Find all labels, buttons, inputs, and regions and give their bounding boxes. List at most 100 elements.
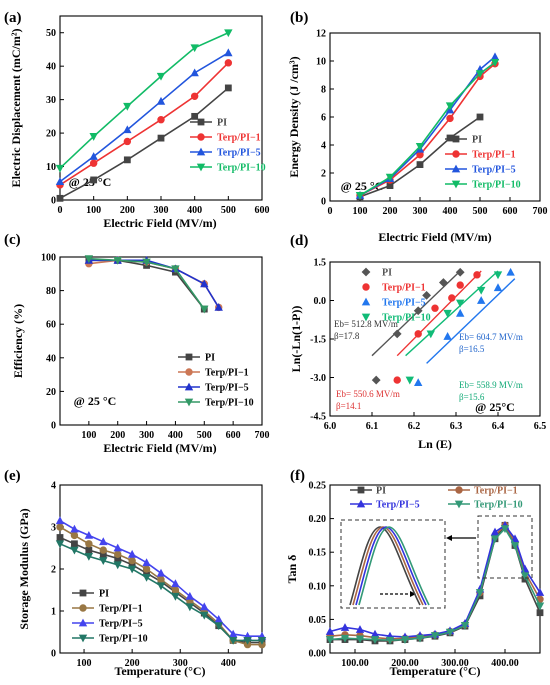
data-point: [214, 303, 223, 311]
data-point: [370, 629, 380, 638]
legend-entry: PI: [205, 353, 215, 364]
data-point: [127, 565, 137, 574]
legend-marker: [452, 135, 460, 143]
data-point: [224, 48, 233, 57]
legend-marker: [196, 163, 206, 172]
data-point: [477, 296, 486, 304]
data-point: [445, 102, 455, 111]
data-point: [114, 550, 122, 558]
y-tick-label: 20: [46, 129, 56, 140]
data-point: [416, 151, 424, 159]
data-point: [113, 561, 122, 570]
data-point: [325, 636, 335, 644]
x-tick-label: 600: [503, 206, 518, 217]
legend-entry: Terp/PI−1: [217, 133, 261, 144]
temperature-annotation: @ 25°C: [475, 400, 515, 414]
data-point: [325, 627, 335, 635]
data-point: [415, 634, 425, 643]
series-Terp/PI−10: [55, 540, 267, 645]
data-point: [85, 546, 93, 554]
data-point: [85, 540, 93, 548]
x-tick-label: 6.4: [492, 421, 505, 432]
data-point: [156, 582, 166, 591]
x-tick-label: 6.5: [534, 421, 547, 432]
data-point: [200, 611, 209, 620]
data-point: [414, 378, 423, 387]
data-point: [355, 192, 365, 200]
x-tick-label: 300: [154, 205, 169, 216]
data-point: [185, 603, 195, 612]
inset-curve: [358, 526, 430, 606]
data-point: [55, 540, 65, 549]
data-point: [99, 537, 108, 546]
legend-marker: [78, 618, 88, 627]
series-Terp/PI−1: [393, 270, 482, 384]
chart-panel-f: 100.00 200.00 300.00 400.00 0.00 0.05 0.10 0.15…: [285, 468, 545, 678]
data-point: [89, 133, 98, 141]
x-tick-label: 200: [110, 430, 125, 441]
series-line: [59, 87, 229, 200]
data-point: [490, 59, 500, 67]
data-point: [200, 305, 209, 314]
legend-marker: [361, 313, 371, 322]
data-point: [99, 546, 107, 554]
data-point: [99, 550, 107, 558]
legend-marker: [79, 604, 87, 612]
data-point: [340, 634, 350, 643]
y-axis-label: Tan δ: [285, 555, 299, 584]
data-point: [142, 565, 151, 573]
data-point: [228, 637, 238, 645]
data-point: [473, 271, 481, 279]
data-point: [476, 113, 484, 121]
inset-curve: [352, 526, 424, 606]
data-point: [190, 44, 199, 53]
data-point: [171, 265, 180, 274]
data-point: [510, 542, 520, 550]
y-tick-label: 2: [321, 169, 326, 180]
data-point: [536, 609, 544, 617]
legend-marker: [78, 634, 88, 643]
data-point: [214, 615, 223, 623]
x-tick-label: 600: [255, 205, 270, 216]
series-Terp/PI−5: [414, 267, 516, 387]
series-Terp/PI−10: [325, 525, 545, 645]
data-point: [340, 623, 350, 631]
legend-entry: Terp/PI−5: [99, 619, 143, 630]
data-point: [84, 531, 94, 539]
data-point: [191, 112, 199, 120]
x-tick-label: 6.3: [450, 421, 463, 432]
y-tick-label: 50: [46, 28, 56, 39]
x-tick-label: 400: [168, 430, 183, 441]
series-line: [59, 31, 229, 169]
series-Terp/PI−10: [405, 270, 503, 385]
data-point: [89, 152, 98, 160]
data-point: [224, 59, 233, 67]
data-point: [456, 299, 465, 308]
legend-marker: [451, 180, 461, 189]
x-tick-label: 300: [413, 206, 428, 217]
x-tick-label: 6.0: [324, 421, 337, 432]
data-point: [456, 308, 465, 317]
data-point: [56, 523, 64, 531]
y-tick-label: 0.10: [309, 581, 327, 592]
x-axis-label: Electric Field (MV/m): [103, 441, 216, 455]
fit-line: [396, 270, 482, 357]
legend-entry: PI: [217, 118, 227, 129]
data-point: [385, 636, 395, 645]
data-point: [490, 527, 500, 536]
x-tick-label: 300.00: [441, 658, 469, 669]
data-point: [228, 629, 238, 638]
fit-shape-parameter: β=14.1: [336, 401, 361, 411]
fit-line: [371, 270, 461, 357]
y-tick-label: 100: [41, 253, 56, 264]
chart-panel-a: 0 100 200 300 400 500 600 0 10 20 30 40 50 (a) Electri…: [4, 10, 270, 230]
y-tick-label: 0: [51, 196, 56, 207]
legend-marker: [184, 398, 194, 407]
data-point: [157, 116, 165, 124]
legend-entry: PI: [99, 589, 109, 600]
data-point: [446, 114, 454, 123]
data-point: [143, 569, 150, 577]
data-point: [416, 161, 424, 168]
x-tick-label: 400: [187, 205, 202, 216]
